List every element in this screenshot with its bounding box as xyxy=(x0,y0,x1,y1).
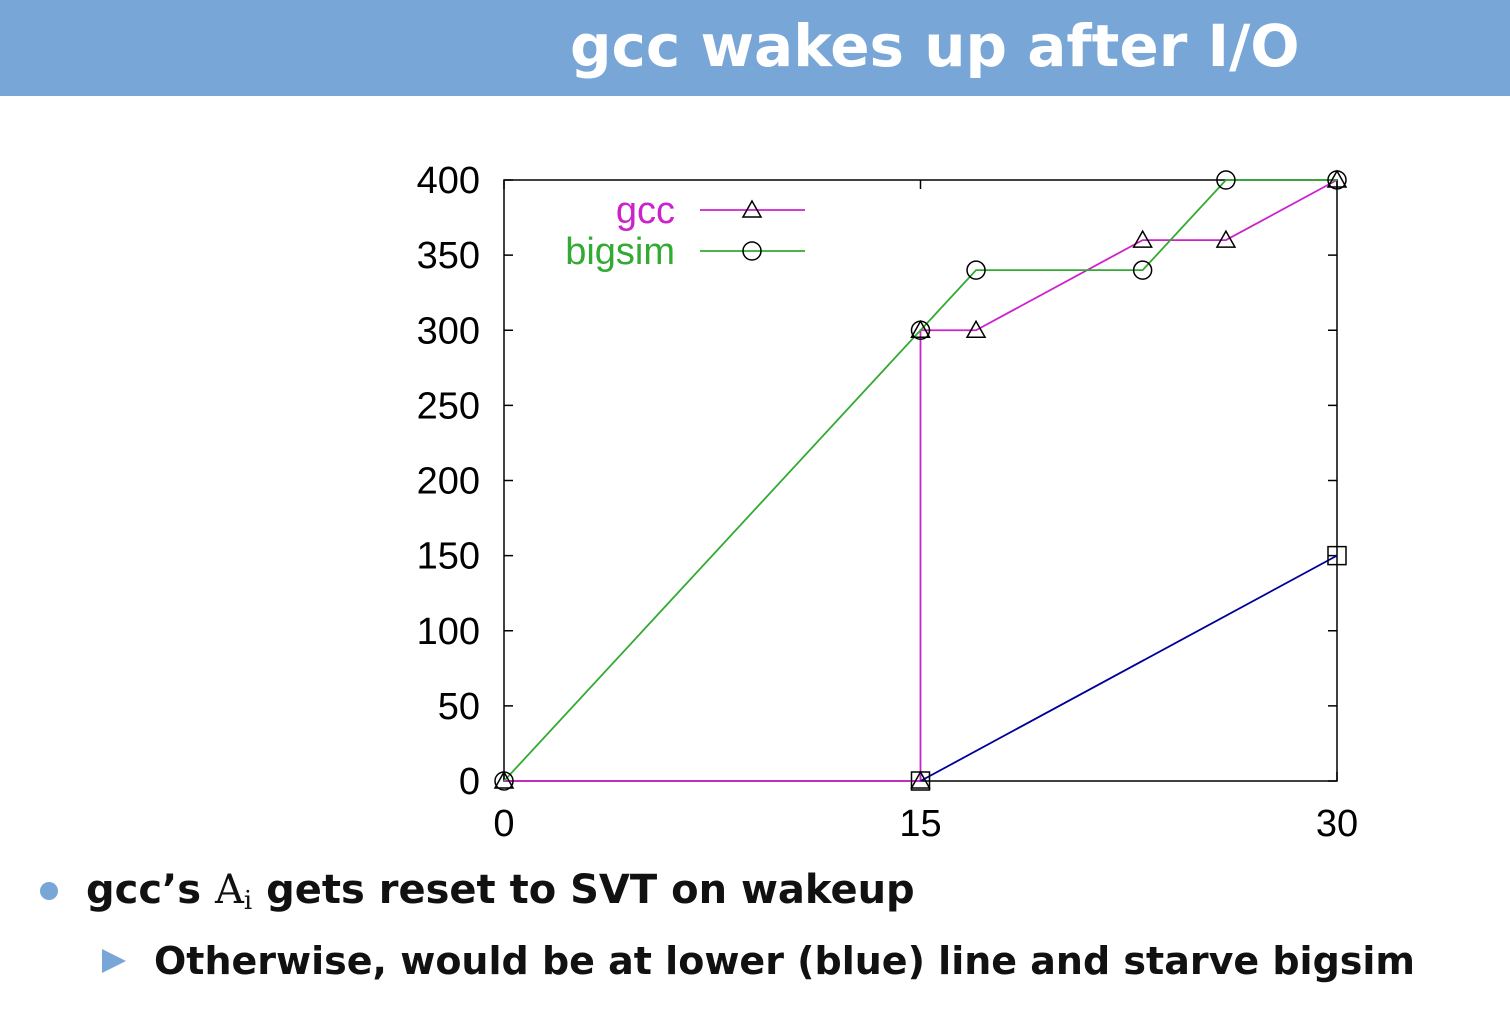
bigsim-point xyxy=(1132,260,1153,280)
series-bigsim-line xyxy=(503,179,1337,782)
legend-marker-gcc xyxy=(741,199,763,218)
gcc-point xyxy=(1215,229,1237,248)
gcc-point xyxy=(910,770,931,789)
y-tick-label: 200 xyxy=(417,461,480,503)
series-2-point xyxy=(1327,545,1347,566)
bigsim-point xyxy=(966,260,986,280)
series-2-line xyxy=(920,554,1338,782)
bullet-main: gcc’s Ai gets reset to SVT on wakeup xyxy=(40,866,915,916)
y-tick-label: 350 xyxy=(417,235,480,277)
x-tick-label: 15 xyxy=(899,803,941,845)
y-tick-label: 300 xyxy=(417,310,480,352)
gcc-point xyxy=(493,770,515,789)
slide-title: gcc wakes up after I/O xyxy=(570,12,1300,80)
bullet-sub: Otherwise, would be at lower (blue) line… xyxy=(102,936,1415,986)
bigsim-point xyxy=(910,320,931,340)
y-tick-label: 100 xyxy=(417,611,480,653)
legend-marker-bigsim xyxy=(742,241,762,261)
y-tick-label: 50 xyxy=(438,686,480,728)
bullet-main-prefix: gcc’s xyxy=(86,866,215,913)
math-symbol: A xyxy=(214,866,244,913)
x-tick-label: 30 xyxy=(1316,803,1358,845)
title-bar xyxy=(0,0,1510,96)
bigsim-point xyxy=(494,771,514,791)
series-2-point xyxy=(910,771,931,791)
y-tick-label: 250 xyxy=(417,385,480,427)
bullet-main-suffix: gets reset to SVT on wakeup xyxy=(252,866,915,913)
x-tick-label: 0 xyxy=(493,803,514,845)
legend-label-bigsim: bigsim xyxy=(565,231,675,273)
triangle-bullet-icon xyxy=(102,949,126,973)
bigsim-point xyxy=(1327,170,1347,190)
y-tick-label: 400 xyxy=(417,160,480,202)
bullet-main-text: gcc’s Ai gets reset to SVT on wakeup xyxy=(86,867,915,916)
gcc-point xyxy=(965,319,987,338)
bullet-dot-icon xyxy=(40,882,58,900)
bullet-main-math: Ai xyxy=(214,866,253,916)
bullet-sub-text: Otherwise, would be at lower (blue) line… xyxy=(154,939,1416,983)
gcc-point xyxy=(910,319,931,338)
y-tick-label: 150 xyxy=(417,536,480,578)
gcc-point xyxy=(1132,229,1153,248)
bigsim-point xyxy=(1216,170,1236,190)
legend-label-gcc: gcc xyxy=(616,190,675,232)
gcc-point xyxy=(1326,169,1348,188)
math-subscript: i xyxy=(243,885,253,916)
y-tick-label: 0 xyxy=(459,761,480,803)
